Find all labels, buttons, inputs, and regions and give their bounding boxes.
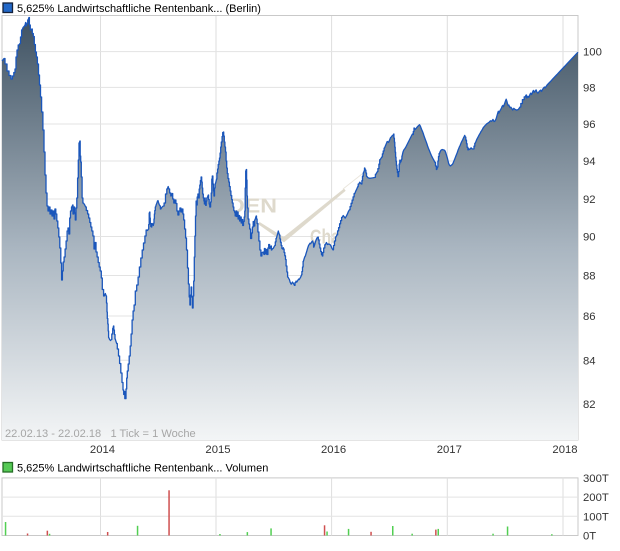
svg-text:84: 84 — [583, 355, 596, 367]
svg-text:96: 96 — [583, 119, 596, 131]
svg-text:88: 88 — [583, 271, 596, 283]
svg-text:2016: 2016 — [321, 444, 346, 456]
svg-text:5,625% Landwirtschaftliche Ren: 5,625% Landwirtschaftliche Rentenbank...… — [17, 3, 261, 15]
svg-text:0T: 0T — [583, 531, 596, 543]
svg-text:2018: 2018 — [552, 444, 577, 456]
svg-text:94: 94 — [583, 156, 596, 168]
svg-text:DEN: DEN — [228, 195, 277, 218]
svg-text:22.02.13 - 22.02.18 1 Tick =: 22.02.13 - 22.02.18 1 Tick = 1 Woche — [5, 428, 196, 440]
svg-text:90: 90 — [583, 232, 596, 244]
svg-text:86: 86 — [583, 311, 596, 323]
svg-text:98: 98 — [583, 82, 596, 94]
svg-text:2017: 2017 — [437, 444, 462, 456]
svg-text:5,625% Landwirtschaftliche Ren: 5,625% Landwirtschaftliche Rentenbank...… — [17, 463, 268, 475]
svg-text:92: 92 — [583, 194, 596, 206]
svg-text:2015: 2015 — [205, 444, 230, 456]
svg-text:200T: 200T — [583, 492, 609, 504]
svg-text:100: 100 — [583, 47, 602, 59]
svg-text:2014: 2014 — [90, 444, 115, 456]
svg-text:300T: 300T — [583, 473, 609, 485]
svg-text:82: 82 — [583, 399, 596, 411]
svg-text:100T: 100T — [583, 511, 609, 523]
